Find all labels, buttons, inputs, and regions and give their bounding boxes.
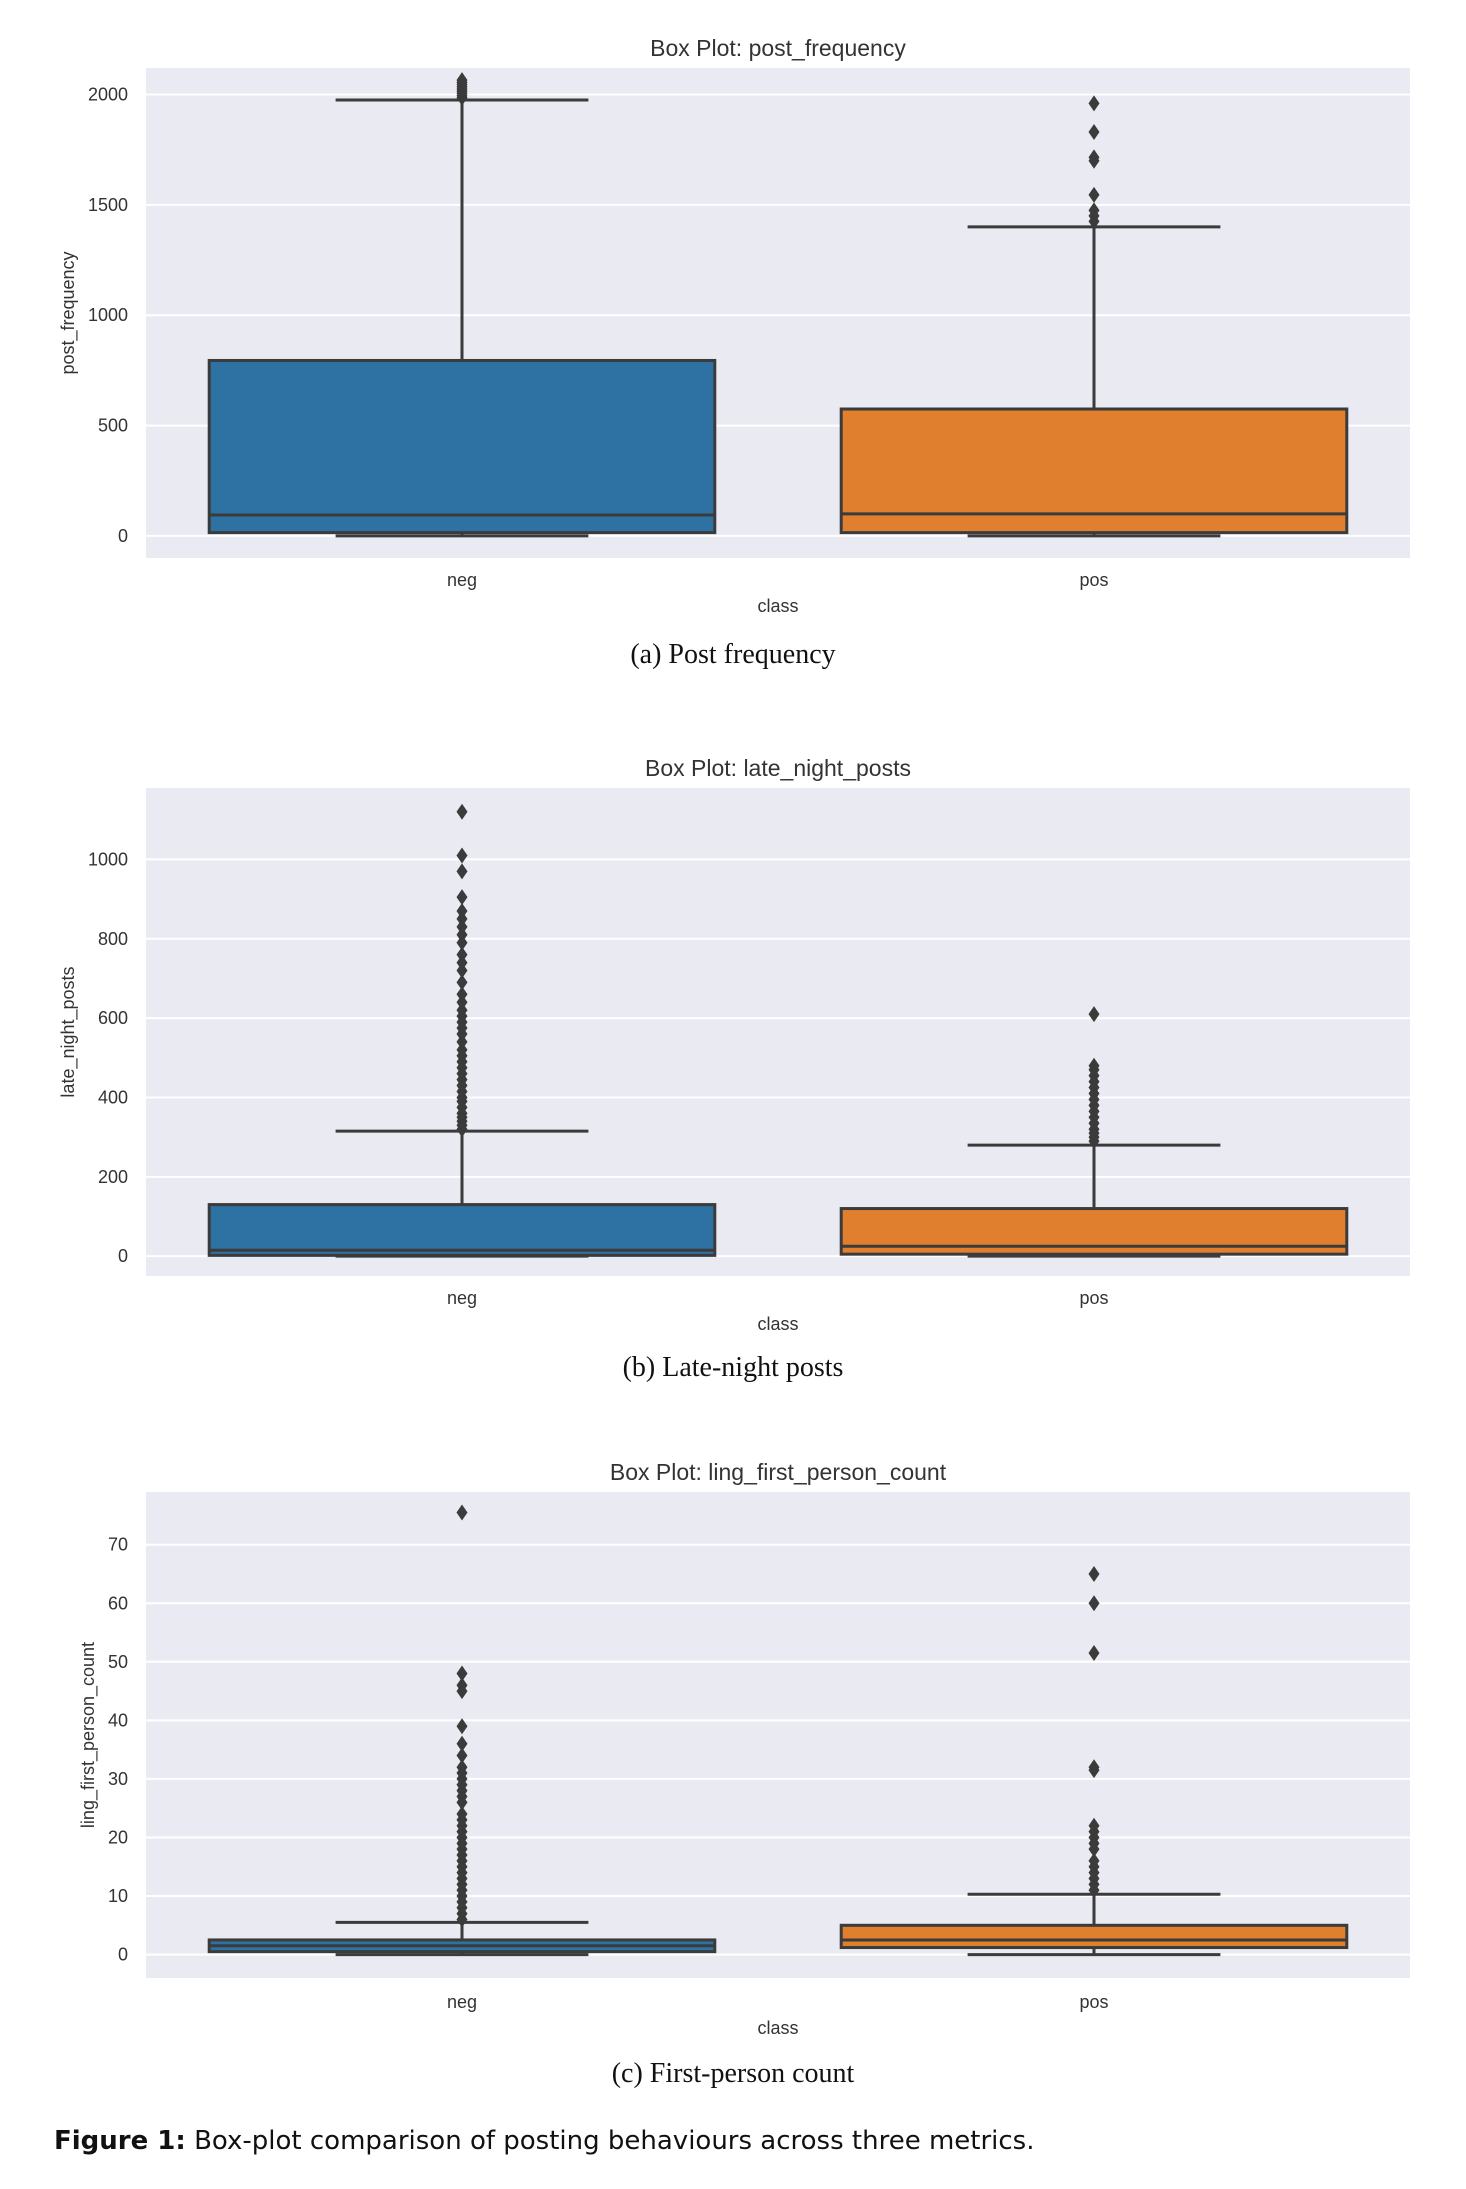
outlier-point <box>1088 1057 1100 1074</box>
outlier-point <box>1088 1595 1100 1612</box>
y-tick-label: 20 <box>108 1827 128 1847</box>
box-pos <box>839 1006 1349 1258</box>
outlier-point <box>456 803 468 820</box>
y-tick-label: 500 <box>98 416 128 436</box>
y-tick-label: 1500 <box>88 195 128 215</box>
outlier-point <box>456 1504 468 1521</box>
y-tick-label: 10 <box>108 1886 128 1906</box>
outlier-point <box>1088 149 1100 166</box>
y-tick-label: 800 <box>98 929 128 949</box>
box-neg <box>207 803 717 1258</box>
y-tick-label: 400 <box>98 1087 128 1107</box>
x-axis-label: class <box>757 596 798 616</box>
post-frequency-chart: 0 500 1000 1500 2000 Box Plot: post_frequency… <box>58 35 1410 616</box>
x-tick-label: neg <box>447 1288 477 1308</box>
outlier-point <box>1088 1645 1100 1662</box>
y-tick-label: 60 <box>108 1593 128 1613</box>
y-tick-label: 40 <box>108 1710 128 1730</box>
outlier-point <box>456 1718 468 1735</box>
outlier-point <box>456 1747 468 1764</box>
outlier-point <box>456 974 468 991</box>
x-tick-label: pos <box>1079 1288 1108 1308</box>
subcaption-a: (a) Post frequency <box>630 639 836 670</box>
plot-area <box>146 788 1410 1276</box>
iqr-box <box>839 1923 1349 1950</box>
outlier-point <box>456 1806 468 1823</box>
chart-panel-late-night-posts: 0 200 400 600 800 1000 Box Plot: late_night_po… <box>0 720 1466 1360</box>
x-tick-label: neg <box>447 570 477 590</box>
outlier-point <box>1088 1006 1100 1023</box>
x-axis-label: class <box>757 2018 798 2038</box>
y-tick-label: 0 <box>118 1945 128 1965</box>
outlier-point <box>456 1665 468 1682</box>
box-neg <box>207 1504 717 1957</box>
outlier-point <box>456 946 468 963</box>
y-tick-label: 2000 <box>88 84 128 104</box>
y-tick-label: 1000 <box>88 305 128 325</box>
x-tick-label: neg <box>447 1992 477 2012</box>
y-tick-label: 200 <box>98 1167 128 1187</box>
y-tick-label: 50 <box>108 1652 128 1672</box>
outlier-point <box>1088 1565 1100 1582</box>
outlier-point <box>456 863 468 880</box>
outlier-point <box>1088 124 1100 141</box>
outlier-point <box>1088 186 1100 203</box>
y-tick-label: 0 <box>118 1246 128 1266</box>
y-tick-label: 1000 <box>88 849 128 869</box>
outlier-point <box>456 1759 468 1776</box>
box-pos <box>839 95 1349 538</box>
subcaption-c: (c) First-person count <box>611 2058 855 2089</box>
late-night-posts-chart: 0 200 400 600 800 1000 Box Plot: late_night_po… <box>58 755 1410 1334</box>
subcaption-b: (b) Late-night posts <box>622 1352 844 1383</box>
x-tick-label: pos <box>1079 570 1108 590</box>
box-neg <box>207 72 717 538</box>
chart-title: Box Plot: late_night_posts <box>645 755 911 781</box>
chart-panel-first-person-count: 0 10 20 30 40 50 60 70 Box Plot: ling_first_pers… <box>0 1420 1466 2060</box>
figure-caption-text: Box-plot comparison of posting behaviour… <box>194 2126 1035 2156</box>
outlier-point <box>1088 202 1100 219</box>
y-tick-label: 600 <box>98 1008 128 1028</box>
outlier-point <box>456 902 468 919</box>
outlier-point <box>1088 1759 1100 1776</box>
outlier-point <box>1088 1817 1100 1834</box>
plot-area <box>146 1492 1410 1978</box>
box-pos <box>839 1565 1349 1957</box>
iqr-box <box>207 358 717 535</box>
figure-label: Figure 1: <box>54 2126 186 2156</box>
iqr-box <box>207 1203 717 1257</box>
y-axis-label: late_night_posts <box>58 966 79 1097</box>
chart-panel-post-frequency: 0 500 1000 1500 2000 Box Plot: post_frequency… <box>0 0 1466 670</box>
outlier-point <box>456 847 468 864</box>
y-tick-label: 70 <box>108 1535 128 1555</box>
outlier-point <box>456 1735 468 1752</box>
chart-title: Box Plot: ling_first_person_count <box>610 1459 947 1485</box>
chart-title: Box Plot: post_frequency <box>650 35 906 61</box>
outlier-point <box>1088 1852 1100 1869</box>
y-axis-label: ling_first_person_count <box>78 1642 99 1828</box>
first-person-count-chart: 0 10 20 30 40 50 60 70 Box Plot: ling_first_pers… <box>78 1459 1410 2038</box>
figure-caption: Figure 1: Box-plot comparison of posting… <box>54 2126 1035 2156</box>
outlier-point <box>456 1677 468 1694</box>
outlier-point <box>456 72 468 89</box>
y-tick-label: 30 <box>108 1769 128 1789</box>
iqr-box <box>839 407 1349 535</box>
x-axis-label: class <box>757 1314 798 1334</box>
y-axis-label: post_frequency <box>58 251 79 374</box>
x-tick-label: pos <box>1079 1992 1108 2012</box>
y-tick-label: 0 <box>118 526 128 546</box>
outlier-point <box>456 986 468 1003</box>
outlier-point <box>456 889 468 906</box>
outlier-point <box>1088 95 1100 112</box>
